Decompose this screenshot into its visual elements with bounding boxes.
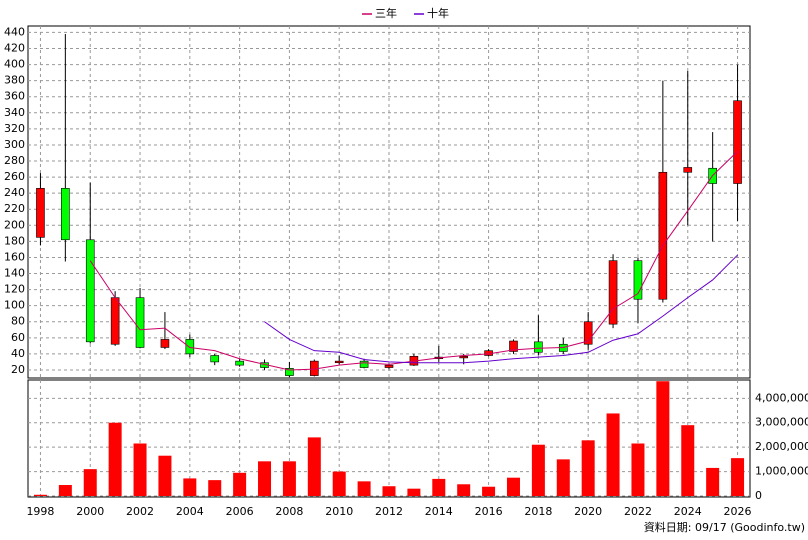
y2-tick-label: 3,000,000 [755,416,808,429]
candle-body [85,239,95,343]
volume-bar [332,471,346,496]
y2-tick-label: 0 [755,489,762,502]
candle-body [534,341,543,353]
volume-bar [133,443,147,496]
volume-bar [731,458,745,496]
x-tick-label: 2004 [176,505,204,518]
volume-bar [307,437,321,496]
y-tick-label: 440 [4,25,25,38]
y-tick-label: 380 [4,74,25,87]
volume-bar [457,484,471,496]
x-tick-label: 2010 [325,505,353,518]
candle-body [384,364,394,368]
x-tick-label: 2024 [674,505,702,518]
y-tick-label: 360 [4,90,25,103]
y-tick-label: 20 [11,363,25,376]
y-tick-label: 280 [4,154,25,167]
volume-bar [556,459,570,496]
volume-bar [258,461,272,496]
volume-bar [208,480,222,496]
candle-body [135,297,145,348]
volume-bar [282,461,296,496]
volume-bar [482,486,496,496]
volume-bar [158,455,172,496]
volume-bar [58,485,72,496]
candle-body [210,355,220,363]
y-tick-label: 60 [11,331,25,344]
y2-tick-label: 2,000,000 [755,440,808,453]
candle-body [110,297,120,345]
y-tick-label: 100 [4,299,25,312]
line-series [89,151,738,371]
volume-bar [357,481,371,496]
volume-bar [581,440,595,496]
y-tick-label: 80 [11,315,25,328]
x-tick-label: 2002 [126,505,154,518]
volume-bar [382,486,396,496]
candle-body [359,360,369,368]
volume-bar [432,478,446,496]
y2-tick-label: 4,000,000 [755,391,808,404]
candle-body [683,167,693,173]
legend-label: 十年 [427,6,449,20]
candle-body [583,321,593,345]
volume-bar [706,467,720,496]
candle-body [61,188,70,241]
y-tick-label: 420 [4,42,25,55]
volume-bar [606,413,620,496]
volume-bar [531,444,545,496]
volume-bar [656,381,670,496]
x-tick-label: 2026 [724,505,752,518]
y-tick-label: 400 [4,58,25,71]
candle-body [608,260,618,325]
candle-body [633,260,643,300]
candle-body [509,340,518,352]
candle-body [733,100,742,184]
x-tick-label: 2012 [375,505,403,518]
y-tick-label: 220 [4,202,25,215]
candle-body [36,188,45,238]
x-tick-label: 1998 [26,505,54,518]
volume-bar [33,494,47,496]
volume-bar [407,488,421,496]
y2-tick-label: 1,000,000 [755,465,808,478]
y-tick-label: 240 [4,186,25,199]
candle-body [334,360,344,364]
volume-bar [681,425,695,496]
y-tick-label: 300 [4,138,25,151]
candle-body [658,171,668,300]
candle-body [235,360,244,366]
y-tick-label: 180 [4,234,25,247]
candle-body [285,368,294,376]
y-tick-label: 120 [4,283,25,296]
candle-body [185,339,195,355]
x-tick-label: 2000 [76,505,104,518]
source-note: 資料日期: 09/17 (Goodinfo.tw) [644,520,805,534]
y-tick-label: 200 [4,218,25,231]
line-series [264,254,738,364]
y-tick-label: 160 [4,250,25,263]
y-tick-label: 140 [4,267,25,280]
x-tick-label: 2008 [275,505,303,518]
x-tick-label: 2006 [226,505,254,518]
volume-bar [108,422,122,496]
y-tick-label: 260 [4,170,25,183]
legend-label: 三年 [375,6,397,20]
volume-bar [233,472,247,496]
volume-bar [83,469,97,496]
y-tick-label: 40 [11,347,25,360]
candle-body [160,339,170,348]
x-tick-label: 2020 [574,505,602,518]
y-tick-label: 320 [4,122,25,135]
candle-body [459,356,468,359]
volume-bar [631,443,645,496]
x-tick-label: 2014 [425,505,453,518]
x-tick-label: 2018 [524,505,552,518]
x-tick-label: 2016 [475,505,503,518]
x-tick-label: 2022 [624,505,652,518]
y-tick-label: 340 [4,106,25,119]
volume-bar [183,478,197,496]
volume-bar [506,477,520,496]
